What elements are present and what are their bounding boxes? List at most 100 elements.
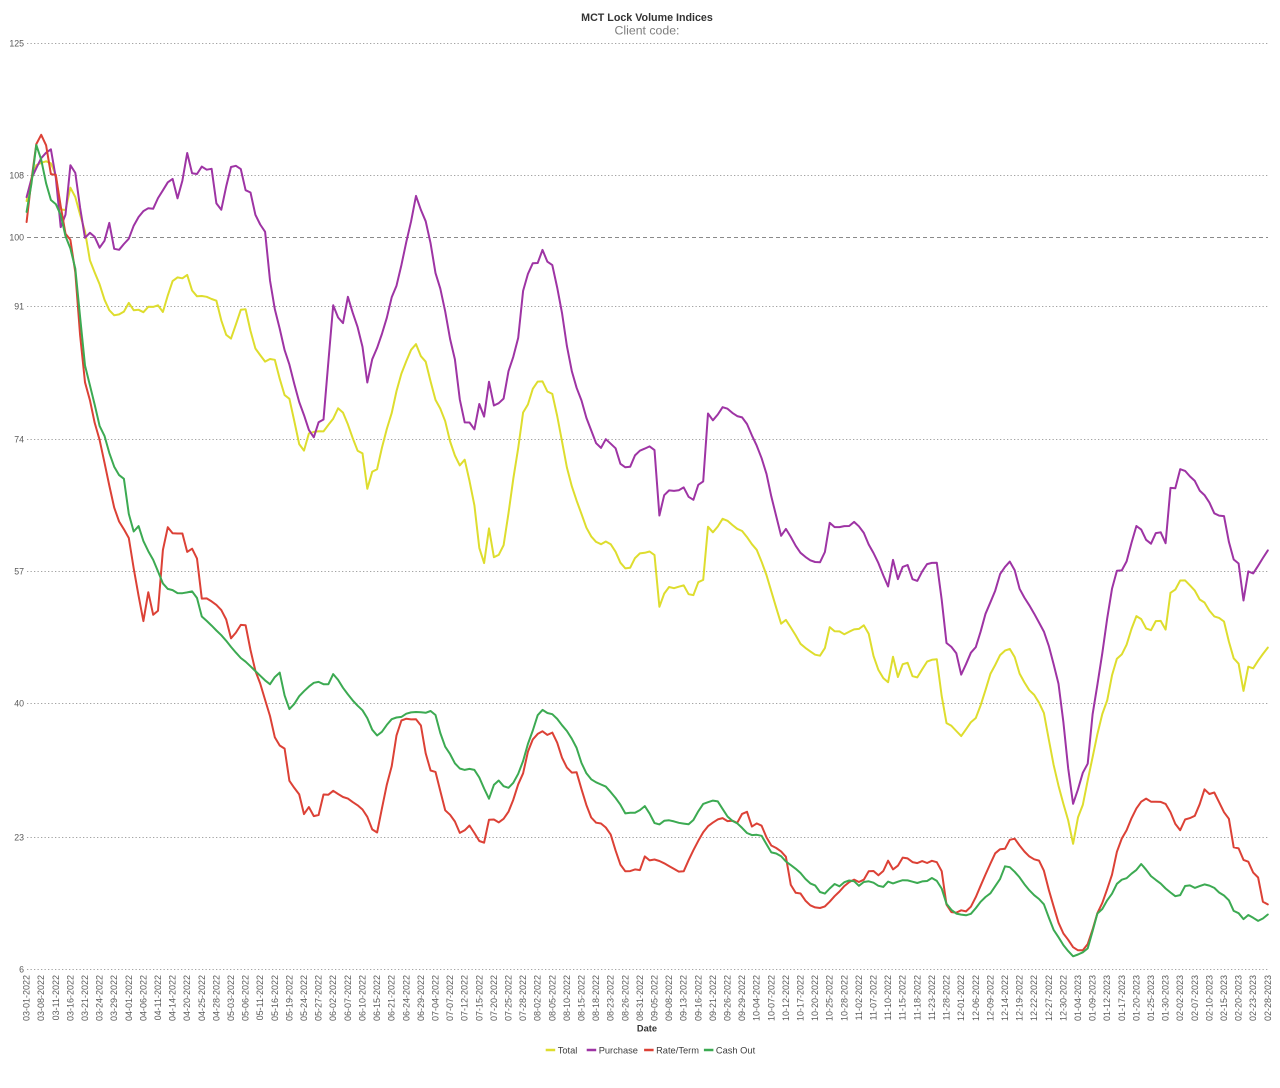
svg-text:Total: Total [558, 1046, 578, 1056]
svg-text:07-07-2022: 07-07-2022 [445, 975, 455, 1021]
svg-text:12-06-2022: 12-06-2022 [971, 975, 981, 1021]
svg-text:57: 57 [14, 567, 24, 577]
svg-text:11-28-2022: 11-28-2022 [942, 975, 952, 1020]
svg-text:04-28-2022: 04-28-2022 [211, 975, 221, 1021]
svg-text:03-11-2022: 03-11-2022 [51, 975, 61, 1020]
svg-text:08-10-2022: 08-10-2022 [562, 975, 572, 1021]
svg-text:09-08-2022: 09-08-2022 [664, 975, 674, 1021]
svg-text:125: 125 [9, 39, 24, 49]
svg-text:08-23-2022: 08-23-2022 [606, 975, 616, 1021]
svg-text:Date: Date [637, 1024, 657, 1034]
svg-text:01-25-2023: 01-25-2023 [1146, 975, 1156, 1021]
svg-text:03-24-2022: 03-24-2022 [95, 975, 105, 1021]
svg-text:Rate/Term: Rate/Term [656, 1046, 699, 1056]
svg-text:07-12-2022: 07-12-2022 [460, 975, 470, 1021]
svg-text:06-10-2022: 06-10-2022 [358, 975, 368, 1021]
svg-text:04-20-2022: 04-20-2022 [182, 975, 192, 1021]
svg-text:01-30-2023: 01-30-2023 [1161, 975, 1171, 1021]
svg-text:04-06-2022: 04-06-2022 [138, 975, 148, 1021]
svg-text:02-10-2023: 02-10-2023 [1204, 975, 1214, 1021]
svg-text:74: 74 [14, 435, 24, 445]
svg-text:11-23-2022: 11-23-2022 [927, 975, 937, 1020]
svg-text:04-14-2022: 04-14-2022 [168, 975, 178, 1021]
svg-text:10-17-2022: 10-17-2022 [796, 975, 806, 1021]
svg-text:03-29-2022: 03-29-2022 [109, 975, 119, 1021]
svg-text:06-02-2022: 06-02-2022 [328, 975, 338, 1021]
svg-text:6: 6 [19, 965, 24, 975]
svg-text:07-15-2022: 07-15-2022 [474, 975, 484, 1021]
svg-text:12-14-2022: 12-14-2022 [1000, 975, 1010, 1021]
svg-text:01-20-2023: 01-20-2023 [1131, 975, 1141, 1021]
svg-text:05-06-2022: 05-06-2022 [241, 975, 251, 1021]
svg-text:Cash Out: Cash Out [716, 1046, 756, 1056]
svg-text:40: 40 [14, 699, 24, 709]
svg-text:09-13-2022: 09-13-2022 [679, 975, 689, 1021]
svg-text:MCT Lock Volume Indices: MCT Lock Volume Indices [581, 12, 713, 24]
svg-text:01-04-2023: 01-04-2023 [1073, 975, 1083, 1021]
svg-text:09-29-2022: 09-29-2022 [737, 975, 747, 1021]
svg-text:10-28-2022: 10-28-2022 [839, 975, 849, 1021]
svg-text:05-16-2022: 05-16-2022 [270, 975, 280, 1021]
svg-text:09-05-2022: 09-05-2022 [650, 975, 660, 1021]
svg-text:08-31-2022: 08-31-2022 [635, 975, 645, 1021]
svg-text:09-16-2022: 09-16-2022 [693, 975, 703, 1021]
svg-text:01-12-2023: 01-12-2023 [1102, 975, 1112, 1021]
svg-text:Client code:: Client code: [615, 24, 680, 38]
svg-text:08-02-2022: 08-02-2022 [533, 975, 543, 1021]
svg-text:10-25-2022: 10-25-2022 [825, 975, 835, 1021]
svg-text:10-07-2022: 10-07-2022 [766, 975, 776, 1021]
svg-text:108: 108 [9, 171, 24, 181]
svg-text:12-22-2022: 12-22-2022 [1029, 975, 1039, 1021]
svg-text:04-11-2022: 04-11-2022 [153, 975, 163, 1020]
svg-text:91: 91 [14, 302, 24, 312]
svg-text:23: 23 [14, 833, 24, 843]
svg-text:03-08-2022: 03-08-2022 [36, 975, 46, 1021]
svg-text:02-02-2023: 02-02-2023 [1175, 975, 1185, 1021]
svg-text:12-09-2022: 12-09-2022 [985, 975, 995, 1021]
svg-text:04-25-2022: 04-25-2022 [197, 975, 207, 1021]
svg-text:01-17-2023: 01-17-2023 [1117, 975, 1127, 1021]
svg-text:03-16-2022: 03-16-2022 [65, 975, 75, 1021]
svg-text:07-25-2022: 07-25-2022 [504, 975, 514, 1021]
svg-text:100: 100 [9, 233, 24, 243]
svg-text:02-07-2023: 02-07-2023 [1190, 975, 1200, 1021]
svg-text:08-15-2022: 08-15-2022 [577, 975, 587, 1021]
svg-text:07-04-2022: 07-04-2022 [431, 975, 441, 1021]
svg-text:11-07-2022: 11-07-2022 [869, 975, 879, 1020]
svg-text:05-19-2022: 05-19-2022 [284, 975, 294, 1021]
svg-text:10-04-2022: 10-04-2022 [752, 975, 762, 1021]
svg-text:06-07-2022: 06-07-2022 [343, 975, 353, 1021]
svg-text:08-05-2022: 08-05-2022 [547, 975, 557, 1021]
svg-text:08-26-2022: 08-26-2022 [620, 975, 630, 1021]
svg-text:07-20-2022: 07-20-2022 [489, 975, 499, 1021]
svg-text:02-23-2023: 02-23-2023 [1248, 975, 1258, 1021]
svg-text:07-28-2022: 07-28-2022 [518, 975, 528, 1021]
svg-text:09-26-2022: 09-26-2022 [723, 975, 733, 1021]
svg-text:06-29-2022: 06-29-2022 [416, 975, 426, 1021]
svg-text:08-18-2022: 08-18-2022 [591, 975, 601, 1021]
svg-text:05-24-2022: 05-24-2022 [299, 975, 309, 1021]
svg-text:02-28-2023: 02-28-2023 [1263, 975, 1273, 1021]
svg-text:12-30-2022: 12-30-2022 [1058, 975, 1068, 1021]
svg-text:03-21-2022: 03-21-2022 [80, 975, 90, 1021]
svg-text:05-03-2022: 05-03-2022 [226, 975, 236, 1021]
svg-text:Purchase: Purchase [599, 1046, 638, 1056]
svg-text:09-21-2022: 09-21-2022 [708, 975, 718, 1021]
svg-text:06-21-2022: 06-21-2022 [387, 975, 397, 1021]
svg-text:12-27-2022: 12-27-2022 [1044, 975, 1054, 1021]
svg-text:01-09-2023: 01-09-2023 [1088, 975, 1098, 1021]
svg-text:03-01-2022: 03-01-2022 [22, 975, 32, 1021]
svg-text:11-15-2022: 11-15-2022 [898, 975, 908, 1020]
svg-text:02-15-2023: 02-15-2023 [1219, 975, 1229, 1021]
svg-text:02-20-2023: 02-20-2023 [1234, 975, 1244, 1021]
svg-text:11-10-2022: 11-10-2022 [883, 975, 893, 1020]
svg-text:05-27-2022: 05-27-2022 [314, 975, 324, 1021]
svg-text:04-01-2022: 04-01-2022 [124, 975, 134, 1021]
svg-text:06-15-2022: 06-15-2022 [372, 975, 382, 1021]
svg-text:11-02-2022: 11-02-2022 [854, 975, 864, 1020]
svg-text:12-19-2022: 12-19-2022 [1015, 975, 1025, 1021]
svg-text:10-20-2022: 10-20-2022 [810, 975, 820, 1021]
svg-text:12-01-2022: 12-01-2022 [956, 975, 966, 1021]
svg-text:11-18-2022: 11-18-2022 [912, 975, 922, 1020]
svg-text:10-12-2022: 10-12-2022 [781, 975, 791, 1021]
